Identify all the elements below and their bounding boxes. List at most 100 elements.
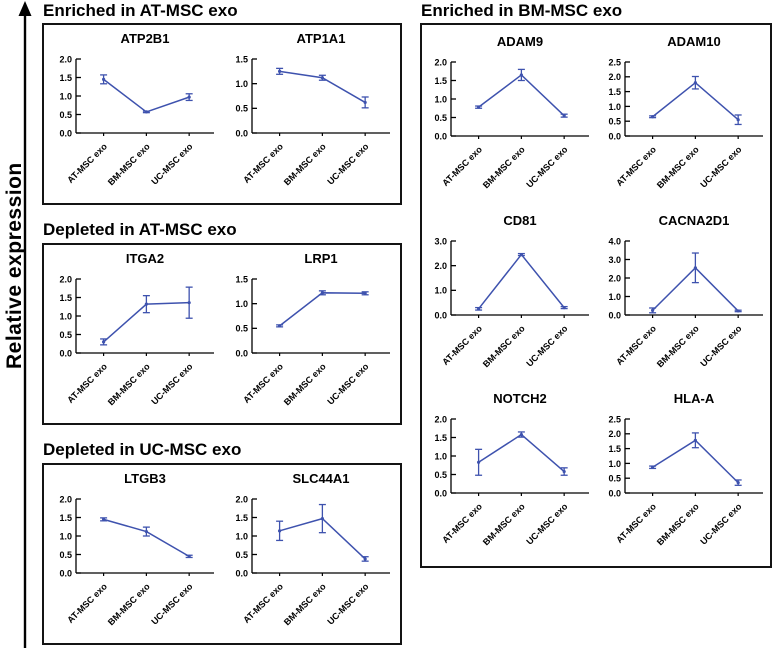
svg-text:0.5: 0.5 bbox=[435, 113, 448, 123]
svg-text:0.0: 0.0 bbox=[608, 310, 621, 320]
svg-text:0.0: 0.0 bbox=[59, 348, 72, 358]
svg-text:0.0: 0.0 bbox=[235, 128, 248, 138]
svg-text:AT-MSC exo: AT-MSC exo bbox=[441, 322, 485, 366]
svg-text:0.0: 0.0 bbox=[59, 568, 72, 578]
svg-text:ADAM9: ADAM9 bbox=[497, 34, 543, 49]
svg-text:1.5: 1.5 bbox=[608, 87, 621, 97]
line-chart-svg: ADAM10 0.0 0.5 1.0 1.5 2.0 2.5 AT-MSC exoBM-MSC… bbox=[608, 34, 763, 190]
chart-adam9: ADAM9 0.0 0.5 1.0 1.5 2.0 AT-MSC exo BM-MSC exo… bbox=[423, 30, 595, 204]
svg-text:2.0: 2.0 bbox=[59, 274, 72, 284]
chart-ltgb3: LTGB3 0.0 0.5 1.0 1.5 2.0 AT-MSC exo BM-MSC exo… bbox=[48, 467, 220, 641]
svg-text:0.0: 0.0 bbox=[235, 348, 248, 358]
panel-depleted-at: ITGA2 0.0 0.5 1.0 1.5 2.0 AT-MSC exo BM-MSC exo… bbox=[42, 243, 402, 425]
svg-text:1.0: 1.0 bbox=[59, 91, 72, 101]
svg-text:AT-MSC exo: AT-MSC exo bbox=[241, 141, 285, 185]
chart-notch2: NOTCH2 0.0 0.5 1.0 1.5 2.0 AT-MSC exo BM-MSC ex… bbox=[423, 387, 595, 561]
up-arrow-icon bbox=[18, 1, 32, 648]
svg-text:1.0: 1.0 bbox=[59, 531, 72, 541]
svg-text:0.0: 0.0 bbox=[235, 568, 248, 578]
panel-depleted-uc: LTGB3 0.0 0.5 1.0 1.5 2.0 AT-MSC exo BM-MSC exo… bbox=[42, 463, 402, 645]
chart-cd81: CD81 0.0 1.0 2.0 3.0 AT-MSC exo BM-MSC exo UC-M… bbox=[423, 209, 595, 383]
svg-text:1.0: 1.0 bbox=[435, 452, 448, 462]
svg-text:BM-MSC exo: BM-MSC exo bbox=[481, 322, 527, 368]
svg-text:BM-MSC exo: BM-MSC exo bbox=[654, 322, 700, 368]
svg-text:AT-MSC exo: AT-MSC exo bbox=[614, 501, 658, 545]
svg-text:BM-MSC exo: BM-MSC exo bbox=[282, 141, 328, 187]
svg-text:UC-MSC exo: UC-MSC exo bbox=[525, 322, 571, 368]
svg-text:BM-MSC exo: BM-MSC exo bbox=[106, 581, 152, 627]
chart-itga2: ITGA2 0.0 0.5 1.0 1.5 2.0 AT-MSC exo BM-MSC exo… bbox=[48, 247, 220, 421]
panel-enriched-bm: ADAM9 0.0 0.5 1.0 1.5 2.0 AT-MSC exo BM-MSC exo… bbox=[420, 23, 772, 568]
svg-text:AT-MSC exo: AT-MSC exo bbox=[65, 361, 109, 405]
svg-text:UC-MSC exo: UC-MSC exo bbox=[525, 144, 571, 190]
svg-text:UC-MSC exo: UC-MSC exo bbox=[325, 581, 371, 627]
svg-text:1.0: 1.0 bbox=[608, 291, 621, 301]
svg-text:1.5: 1.5 bbox=[59, 73, 72, 83]
svg-text:0.0: 0.0 bbox=[59, 128, 72, 138]
svg-text:CD81: CD81 bbox=[504, 213, 537, 228]
chart-hla-a: HLA-A 0.0 0.5 1.0 1.5 2.0 2.5 AT-MSC exo BM-MSC … bbox=[597, 387, 769, 561]
svg-text:BM-MSC exo: BM-MSC exo bbox=[282, 581, 328, 627]
svg-text:UC-MSC exo: UC-MSC exo bbox=[698, 501, 744, 547]
svg-text:AT-MSC exo: AT-MSC exo bbox=[441, 501, 485, 545]
svg-text:2.0: 2.0 bbox=[435, 57, 448, 67]
svg-text:1.5: 1.5 bbox=[435, 433, 448, 443]
section-heading-enriched-at: Enriched in AT-MSC exo bbox=[43, 1, 238, 20]
svg-text:AT-MSC exo: AT-MSC exo bbox=[65, 141, 109, 185]
svg-text:3.0: 3.0 bbox=[435, 236, 448, 246]
svg-text:0.5: 0.5 bbox=[59, 110, 72, 120]
svg-text:LTGB3: LTGB3 bbox=[124, 471, 166, 486]
svg-text:UC-MSC exo: UC-MSC exo bbox=[149, 581, 195, 627]
svg-text:ATP2B1: ATP2B1 bbox=[121, 31, 170, 46]
section-heading-depleted-uc: Depleted in UC-MSC exo bbox=[43, 440, 242, 459]
svg-text:UC-MSC exo: UC-MSC exo bbox=[525, 501, 571, 547]
svg-text:UC-MSC exo: UC-MSC exo bbox=[149, 361, 195, 407]
chart-slc44a1: SLC44A1 0.0 0.5 1.0 1.5 2.0 AT-MSC exo BM-MSC e… bbox=[224, 467, 396, 641]
svg-text:HLA-A: HLA-A bbox=[673, 391, 714, 406]
svg-text:AT-MSC exo: AT-MSC exo bbox=[241, 361, 285, 405]
svg-text:BM-MSC exo: BM-MSC exo bbox=[106, 141, 152, 187]
svg-text:NOTCH2: NOTCH2 bbox=[494, 391, 547, 406]
line-chart-svg: HLA-A 0.0 0.5 1.0 1.5 2.0 2.5 AT-MSC exoBM-MSC … bbox=[608, 391, 763, 548]
svg-text:1.5: 1.5 bbox=[235, 54, 248, 64]
svg-text:2.0: 2.0 bbox=[608, 273, 621, 283]
svg-text:2.0: 2.0 bbox=[59, 494, 72, 504]
svg-text:UC-MSC exo: UC-MSC exo bbox=[698, 144, 744, 190]
svg-text:UC-MSC exo: UC-MSC exo bbox=[325, 141, 371, 187]
chart-cacna2d1: CACNA2D1 0.0 1.0 2.0 3.0 4.0 AT-MSC exo BM-MSC … bbox=[597, 209, 769, 383]
section-heading-depleted-at: Depleted in AT-MSC exo bbox=[43, 220, 237, 239]
svg-text:0.0: 0.0 bbox=[608, 131, 621, 141]
svg-text:AT-MSC exo: AT-MSC exo bbox=[441, 144, 485, 188]
svg-text:BM-MSC exo: BM-MSC exo bbox=[654, 501, 700, 547]
svg-text:1.5: 1.5 bbox=[59, 513, 72, 523]
svg-text:4.0: 4.0 bbox=[608, 236, 621, 246]
svg-text:1.0: 1.0 bbox=[235, 79, 248, 89]
chart-atp1a1: ATP1A1 0.0 0.5 1.0 1.5 AT-MSC exo BM-MSC exo UC… bbox=[224, 27, 396, 201]
svg-text:0.0: 0.0 bbox=[608, 489, 621, 499]
svg-text:2.0: 2.0 bbox=[435, 261, 448, 271]
svg-text:BM-MSC exo: BM-MSC exo bbox=[654, 144, 700, 190]
chart-atp2b1: ATP2B1 0.0 0.5 1.0 1.5 2.0 AT-MSC exo BM-MSC ex… bbox=[48, 27, 220, 201]
svg-text:2.0: 2.0 bbox=[608, 429, 621, 439]
svg-text:SLC44A1: SLC44A1 bbox=[292, 471, 349, 486]
svg-text:AT-MSC exo: AT-MSC exo bbox=[65, 581, 109, 625]
svg-text:3.0: 3.0 bbox=[608, 254, 621, 264]
svg-text:AT-MSC exo: AT-MSC exo bbox=[241, 581, 285, 625]
svg-text:ADAM10: ADAM10 bbox=[667, 34, 720, 49]
svg-text:0.5: 0.5 bbox=[235, 550, 248, 560]
svg-text:1.5: 1.5 bbox=[235, 513, 248, 523]
svg-text:0.5: 0.5 bbox=[435, 470, 448, 480]
section-heading-enriched-bm: Enriched in BM-MSC exo bbox=[421, 1, 623, 20]
svg-text:2.0: 2.0 bbox=[435, 415, 448, 425]
svg-text:BM-MSC exo: BM-MSC exo bbox=[481, 144, 527, 190]
svg-text:1.0: 1.0 bbox=[235, 299, 248, 309]
